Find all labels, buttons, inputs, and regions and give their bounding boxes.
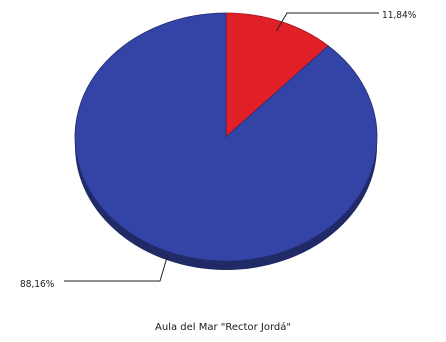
pie-slice-0 xyxy=(225,12,329,138)
leader-line-red xyxy=(276,12,379,31)
pie-slice-1 xyxy=(74,12,378,262)
chart-caption: Aula del Mar "Rector Jordá" xyxy=(155,321,291,333)
pie-top-face xyxy=(74,12,378,262)
leader-line-blue xyxy=(64,253,169,282)
slice-label-blue: 88,16% xyxy=(20,279,55,290)
slice-label-red: 11,84% xyxy=(382,10,417,21)
leader-lines xyxy=(64,12,379,282)
